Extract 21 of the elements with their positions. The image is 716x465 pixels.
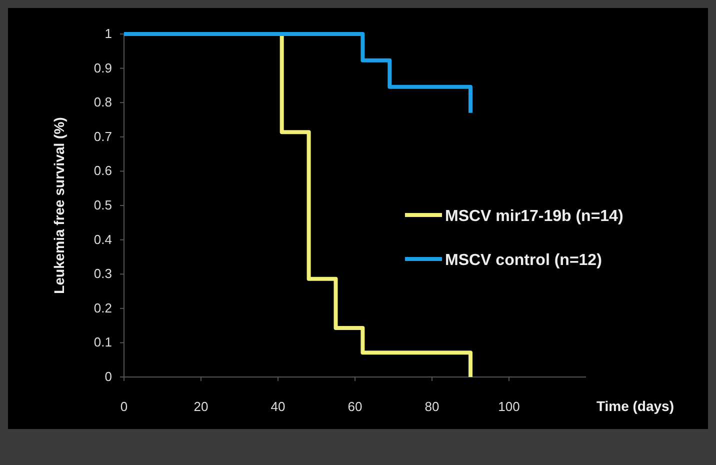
x-tick-label: 20 [194, 399, 208, 414]
x-tick-label: 0 [120, 399, 128, 414]
y-tick-label: 0.1 [94, 334, 112, 350]
y-tick-label: 0.3 [94, 266, 112, 282]
x-tick-label: 100 [498, 399, 520, 414]
y-tick-label: 0 [104, 369, 112, 384]
legend-label: MSCV control (n=12) [445, 252, 602, 269]
x-tick-label: 60 [348, 399, 362, 414]
y-tick-label: 1 [104, 26, 112, 41]
x-axis-title: Time (days) [596, 398, 674, 414]
y-tick-label: 0.7 [94, 128, 112, 144]
x-tick-label: 40 [270, 399, 286, 414]
y-tick-label: 0.4 [94, 232, 112, 247]
legend-label: MSCV mir17-19b (n=14) [445, 208, 624, 225]
y-tick-label: 0.5 [94, 198, 112, 212]
y-tick-label: 0.2 [94, 300, 112, 316]
y-tick-label: 0.6 [94, 163, 112, 178]
y-tick-label: 0.9 [94, 60, 112, 76]
x-tick-label: 80 [424, 399, 440, 414]
y-axis-title: Leukemia free survival (%) [51, 117, 67, 294]
y-tick-label: 0.8 [94, 94, 112, 110]
